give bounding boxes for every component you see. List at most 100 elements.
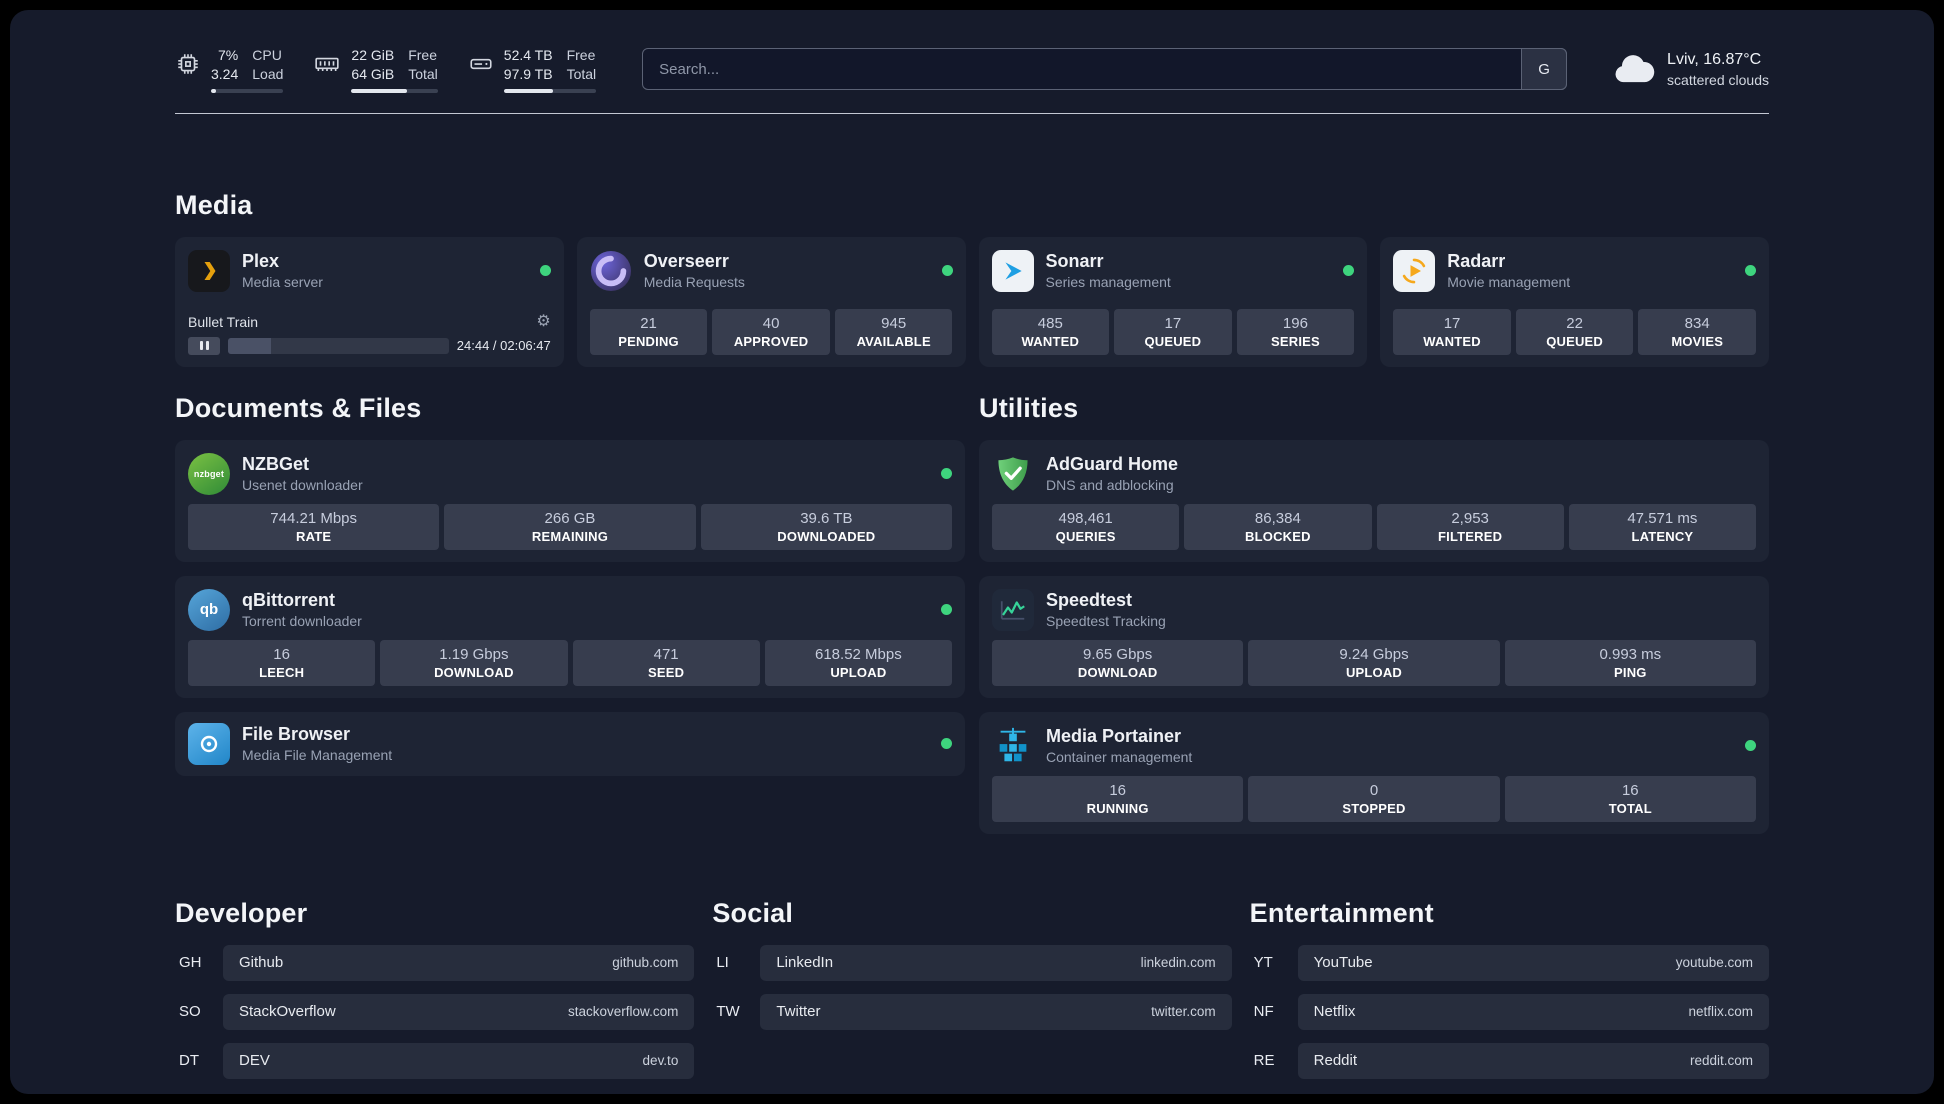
portainer-icon [992, 725, 1034, 767]
disk-total-value: 97.9 TB [503, 65, 553, 82]
stat-value: 2,953 [1451, 509, 1489, 527]
bookmark-name: YouTube [1313, 954, 1373, 972]
disk-icon [470, 58, 492, 70]
stat-value: 86,384 [1254, 509, 1301, 527]
app-subtitle: DNS and adblocking [1046, 477, 1174, 494]
bookmark-abbr: RE [1253, 1052, 1275, 1070]
stat-value: 9.65 Gbps [1083, 645, 1153, 663]
stat-tile: 471 SEED [572, 639, 760, 686]
gear-icon[interactable]: ⚙ [536, 312, 551, 330]
stat-value: 16 [1109, 781, 1126, 799]
stat-value: 498,461 [1058, 509, 1113, 527]
bookmark-link-linkedin[interactable]: LinkedIn linkedin.com [760, 944, 1232, 981]
bookmark-row: GH Github github.com [175, 944, 695, 981]
section-title-social: Social [712, 897, 794, 928]
bookmark-abbr: YT [1253, 954, 1273, 972]
bookmark-name: Github [239, 954, 284, 972]
plex-icon [188, 249, 230, 292]
stat-label: WANTED [1423, 333, 1481, 349]
bookmark-name: Reddit [1313, 1052, 1358, 1070]
stat-value: 1.19 Gbps [439, 645, 509, 663]
stat-value: 17 [1443, 314, 1461, 332]
qbittorrent-icon: qb [188, 588, 230, 631]
app-card-portainer[interactable]: Media Portainer Container management 16 … [979, 711, 1769, 834]
bookmark-name: DEV [239, 1052, 270, 1070]
bookmark-section-entertainment: Entertainment YT YouTube youtube.com NF … [1250, 898, 1769, 1092]
stat-tile: 618.52 Mbps UPLOAD [764, 639, 952, 686]
search-input[interactable] [642, 48, 1568, 91]
app-card-radarr[interactable]: Radarr Movie management 17 WANTED 22 QUE… [1380, 236, 1769, 367]
bookmark-abbr: DT [179, 1052, 199, 1070]
stat-value: 17 [1164, 314, 1182, 332]
app-card-nzbget[interactable]: nzbget NZBGet Usenet downloader 744.21 M… [175, 439, 965, 562]
app-name: Radarr [1447, 251, 1506, 272]
bookmark-url: linkedin.com [1140, 955, 1216, 971]
status-dot [941, 265, 953, 277]
stat-value: 618.52 Mbps [815, 645, 902, 663]
weather-widget: Lviv, 16.87°C scattered clouds [1613, 51, 1769, 88]
bookmark-link-reddit[interactable]: Reddit reddit.com [1297, 1042, 1769, 1079]
section-title-documents: Documents & Files [175, 392, 422, 423]
app-subtitle: Speedtest Tracking [1046, 613, 1166, 630]
app-card-overseerr[interactable]: Overseerr Media Requests 21 PENDING 40 A… [576, 236, 966, 367]
app-subtitle: Media server [242, 274, 323, 291]
search-bar: G [642, 48, 1568, 91]
app-card-adguard[interactable]: AdGuard Home DNS and adblocking 498,461 … [979, 439, 1769, 562]
stat-value: 0.993 ms [1599, 645, 1662, 663]
app-card-plex[interactable]: Plex Media server Bullet Train ⚙ 24:44 /… [175, 236, 564, 367]
app-card-qbittorrent[interactable]: qb qBittorrent Torrent downloader 16 LEE… [175, 575, 965, 698]
playback-time: 24:44 / 02:06:47 [456, 338, 551, 354]
playback-progress-bar[interactable] [228, 337, 449, 354]
bookmark-abbr: NF [1253, 1003, 1274, 1021]
bookmark-link-stackoverflow[interactable]: StackOverflow stackoverflow.com [223, 993, 695, 1030]
disk-progress-bar [503, 88, 597, 93]
ram-free-value: 22 GiB [351, 47, 395, 63]
bookmark-link-twitter[interactable]: Twitter twitter.com [760, 993, 1232, 1030]
system-monitors: 7% 3.24 CPU Load [175, 46, 597, 93]
app-card-speedtest[interactable]: Speedtest Speedtest Tracking 9.65 Gbps D… [979, 575, 1769, 698]
section-title-media: Media [175, 189, 253, 220]
bookmark-section-developer: Developer GH Github github.com SO StackO… [175, 897, 695, 1092]
nzbget-icon: nzbget [188, 452, 230, 495]
status-dot [1343, 265, 1355, 277]
bookmark-row: RE Reddit reddit.com [1250, 1042, 1769, 1079]
stat-value: 945 [881, 314, 907, 332]
section-title-developer: Developer [175, 897, 308, 928]
stat-value: 471 [653, 645, 679, 663]
stat-value: 40 [762, 314, 780, 332]
search-engine-button[interactable]: G [1521, 48, 1568, 91]
status-dot [941, 468, 952, 480]
filebrowser-icon [188, 722, 230, 765]
overseerr-icon [590, 250, 632, 292]
app-card-sonarr[interactable]: Sonarr Series management 485 WANTED 17 Q… [978, 236, 1368, 367]
stat-label: QUEUED [1144, 333, 1202, 349]
stat-tile: 0 STOPPED [1248, 775, 1500, 822]
pause-button[interactable] [188, 336, 220, 355]
status-dot [539, 265, 551, 277]
section-title-utilities: Utilities [979, 392, 1079, 423]
bookmark-link-github[interactable]: Github github.com [223, 944, 695, 981]
app-name: Media Portainer [1046, 726, 1182, 747]
bookmark-url: youtube.com [1675, 955, 1753, 971]
dashboard: 7% 3.24 CPU Load [10, 10, 1934, 1094]
bookmark-row: YT YouTube youtube.com [1250, 944, 1769, 981]
bookmark-link-youtube[interactable]: YouTube youtube.com [1297, 944, 1769, 981]
bookmark-url: reddit.com [1689, 1053, 1753, 1069]
radarr-icon [1393, 249, 1436, 292]
app-name: Speedtest [1046, 590, 1133, 611]
bookmark-link-netflix[interactable]: Netflix netflix.com [1297, 993, 1769, 1030]
disk-free-value: 52.4 TB [503, 47, 553, 63]
bookmark-url: stackoverflow.com [568, 1004, 679, 1020]
stat-label: UPLOAD [830, 664, 887, 680]
bookmark-abbr: GH [179, 954, 202, 972]
stat-tile: 9.24 Gbps UPLOAD [1248, 639, 1500, 686]
weather-condition: scattered clouds [1667, 71, 1769, 88]
stat-value: 47.571 ms [1627, 509, 1698, 527]
app-card-filebrowser[interactable]: File Browser Media File Management [175, 711, 965, 776]
stat-label: BLOCKED [1245, 528, 1311, 544]
bookmark-link-dev[interactable]: DEV dev.to [223, 1042, 695, 1079]
stat-tile: 17 WANTED [1393, 308, 1511, 355]
stat-tile: 744.21 Mbps RATE [188, 503, 440, 550]
app-subtitle: Series management [1045, 274, 1171, 291]
ram-free-label: Free [408, 47, 438, 63]
